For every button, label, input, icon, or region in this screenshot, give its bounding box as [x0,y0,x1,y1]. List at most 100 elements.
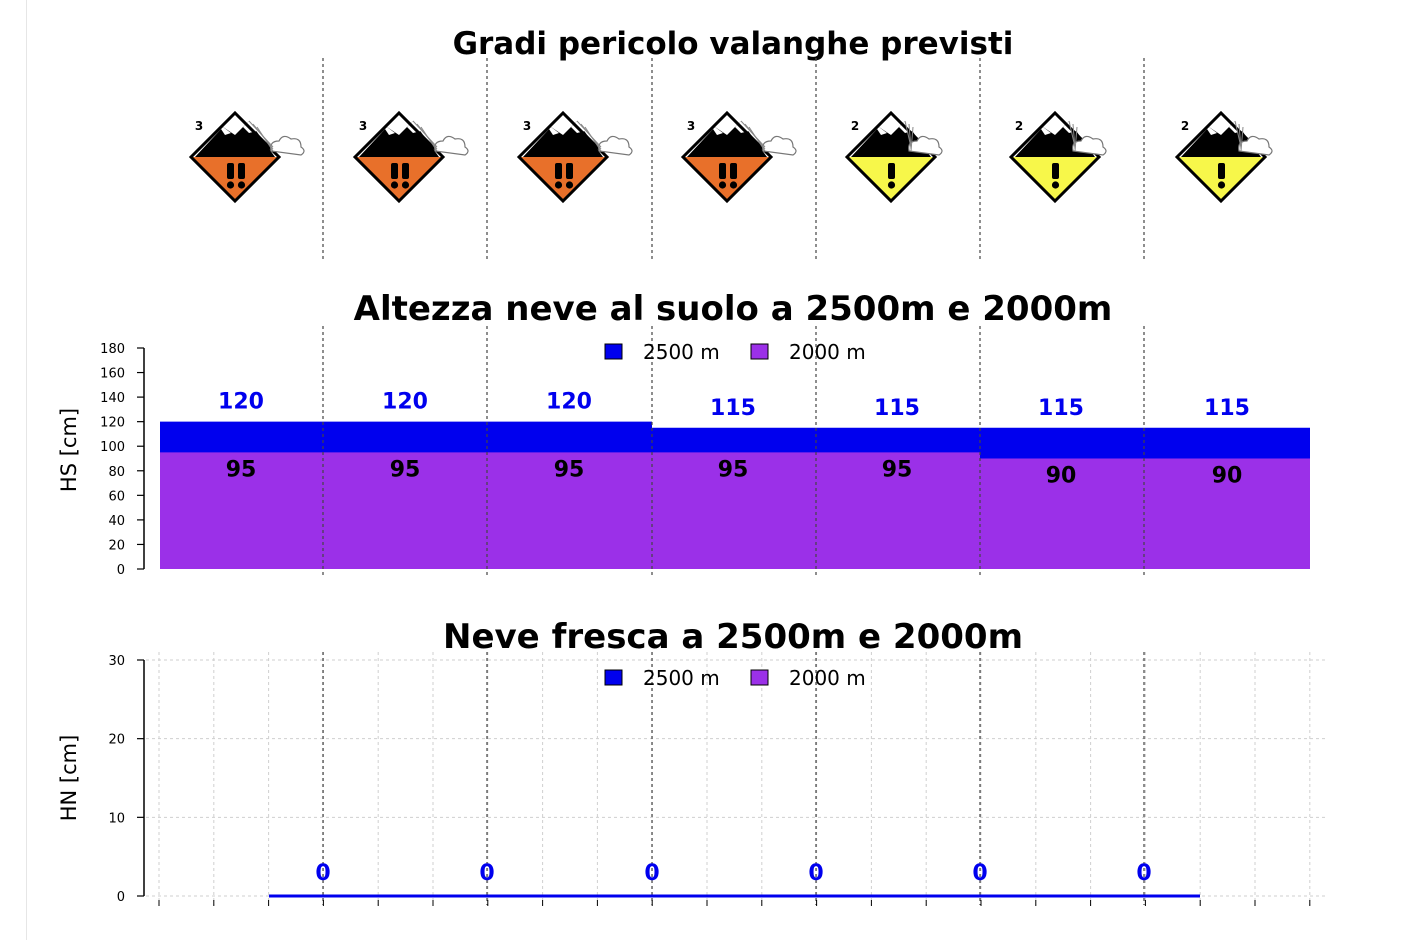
exclamation-dot-icon [390,181,399,189]
danger-icons: 3 3 3 3 2 2 2 [188,110,1273,204]
snow-cloud-icon [1238,135,1273,156]
danger-level-number: 3 [359,119,367,133]
snow-streak-icon [256,126,274,152]
snowcap-icon [713,127,723,135]
snow-streak-icon [584,126,602,152]
hs-legend: 2500 m 2000 m [604,340,866,364]
exclamation-icon [391,163,398,179]
avalanche-danger-3-icon: 3 [352,110,469,204]
hs-y-axis: 0 20 40 60 80 100 120 140 160 180 [100,342,145,578]
hn-y-axis-label: HN [cm] [57,735,81,822]
avalanche-danger-3-icon: 3 [680,110,797,204]
snowcap-icon [877,127,887,135]
hs-2000-data-label: 95 [226,457,257,482]
hs-y-tick-label: 180 [100,342,125,357]
hn-data-label: 0 [315,861,330,886]
hs-2500-data-label: 115 [874,396,920,421]
hs-data-labels: 120 120 120 115 115 115 115 95 95 95 95 95 90 90 [218,390,1250,489]
hs-2000-data-label: 95 [554,457,585,482]
hn-dividers [322,652,1145,905]
danger-icon-fill [191,157,279,201]
danger-level-number: 3 [195,119,203,133]
hs-2500-data-label: 120 [382,390,428,415]
exclamation-dot-icon [718,181,727,189]
exclamation-icon [719,163,726,179]
exclamation-icon [238,163,245,179]
danger-level-number: 2 [851,119,859,133]
exclamation-dot-icon [401,181,410,189]
hs-2000-data-label: 95 [882,457,913,482]
hs-y-tick-label: 80 [108,465,125,480]
exclamation-dot-icon [565,181,574,189]
snow-streak-icon [908,123,912,150]
danger-icon-outline [352,110,446,204]
hn-y-tick-label: 30 [108,654,125,669]
exclamation-dot-icon [1051,181,1060,189]
snow-streak-icon [1240,126,1244,152]
hn-data-labels: 0 0 0 0 0 0 [315,861,1151,886]
avalanche-danger-2-icon: 2 [1174,110,1273,204]
hs-2000-data-label: 90 [1212,464,1243,489]
hn-data-label: 0 [972,861,987,886]
danger-icon-fill [683,157,771,201]
hs-y-tick-label: 160 [100,367,125,382]
left-frame-line [26,0,27,940]
snowcap-icon [549,127,559,135]
snow-cloud-icon [762,135,797,156]
hs-legend-label-0: 2500 m [643,340,720,364]
danger-level-number: 3 [687,119,695,133]
hn-panel-title: Neve fresca a 2500m e 2000m [443,617,1023,657]
hn-y-tick-label: 10 [108,811,125,826]
hn-y-tick-label: 20 [108,733,125,748]
hs-2500-data-label: 120 [218,390,264,415]
danger-level-number: 2 [1181,119,1189,133]
snow-streak-icon [748,126,766,152]
exclamation-icon [730,163,737,179]
snow-streak-icon [420,126,438,152]
snow-cloud-icon [434,135,469,156]
exclamation-icon [888,163,895,179]
danger-icon-outline [680,110,774,204]
hn-data-label: 0 [479,861,494,886]
danger-level-number: 2 [1015,119,1023,133]
exclamation-icon [1052,163,1059,179]
hs-y-tick-label: 100 [100,440,125,455]
hs-y-tick-label: 40 [108,514,125,529]
hs-y-axis-label: HS [cm] [57,408,81,492]
hs-panel: Altezza neve al suolo a 2500m e 2000m 0 2… [57,289,1310,578]
danger-icon-outline [1008,110,1102,204]
hn-panel: Neve fresca a 2500m e 2000m 0 10 20 30 HN [… [57,617,1326,906]
exclamation-dot-icon [226,181,235,189]
hs-2500-data-label: 120 [546,390,592,415]
danger-icon-fill [519,157,607,201]
hn-legend-label-0: 2500 m [643,666,720,690]
danger-icon-outline [1174,110,1268,204]
snowcap-icon [221,127,231,135]
hs-2500-data-label: 115 [710,396,756,421]
hs-y-tick-label: 0 [117,563,125,578]
danger-icon-outline [844,110,938,204]
hn-data-label: 0 [1136,861,1151,886]
hs-legend-label-1: 2000 m [789,340,866,364]
snow-cloud-icon [598,135,633,156]
hs-areas [160,421,1310,569]
danger-panel: Gradi pericolo valanghe previsti 3 3 3 3 2 2 2 [188,26,1273,262]
snow-streak-icon [910,126,914,152]
hs-2000-data-label: 95 [390,457,421,482]
hs-2000-data-label: 95 [718,457,749,482]
avalanche-danger-3-icon: 3 [188,110,305,204]
avalanche-danger-3-icon: 3 [516,110,633,204]
hn-data-label: 0 [644,861,659,886]
snow-cloud-icon [270,135,305,156]
avalanche-danger-2-icon: 2 [1008,110,1107,204]
hs-y-tick-label: 20 [108,538,125,553]
exclamation-icon [402,163,409,179]
hn-legend-swatch-1 [750,669,769,686]
exclamation-icon [227,163,234,179]
hn-legend-label-1: 2000 m [789,666,866,690]
danger-icon-outline [516,110,610,204]
exclamation-dot-icon [1217,181,1226,189]
hn-y-axis: 0 10 20 30 [108,654,1311,906]
danger-icon-outline [188,110,282,204]
